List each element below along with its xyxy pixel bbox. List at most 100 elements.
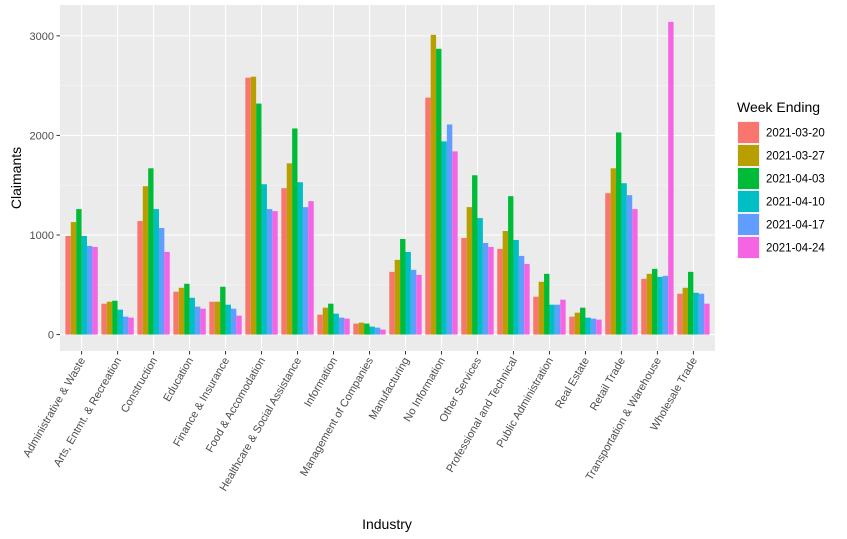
x-tick-label: Arts, Entmt. & Recreation xyxy=(52,356,124,469)
legend-title: Week Ending xyxy=(737,99,820,115)
bar xyxy=(472,175,478,335)
bar xyxy=(508,196,514,335)
bar xyxy=(225,304,231,335)
bar xyxy=(693,292,699,335)
y-tick-label: 0 xyxy=(48,330,54,342)
bar xyxy=(256,103,262,335)
legend-label: 2021-04-03 xyxy=(766,174,825,186)
bar xyxy=(286,163,293,335)
legend-key xyxy=(738,191,759,212)
bar xyxy=(364,323,370,335)
legend-label: 2021-03-27 xyxy=(766,151,825,163)
legend-key xyxy=(738,237,759,258)
bar xyxy=(497,248,503,335)
bar xyxy=(657,276,663,335)
bar xyxy=(394,259,401,335)
bar xyxy=(682,287,689,335)
x-axis-title: Industry xyxy=(362,516,412,532)
bar xyxy=(466,207,473,335)
bar xyxy=(178,287,185,335)
bar xyxy=(106,301,113,335)
legend-key xyxy=(738,122,759,143)
x-tick-label: Management of Companies xyxy=(298,355,376,478)
bar xyxy=(261,184,267,335)
legend-label: 2021-04-10 xyxy=(766,197,825,209)
bar xyxy=(70,222,77,335)
bar xyxy=(122,316,129,335)
bar xyxy=(101,303,107,335)
bar xyxy=(158,228,165,335)
legend-label: 2021-04-24 xyxy=(766,243,825,255)
bar xyxy=(580,307,586,335)
bar xyxy=(569,316,575,335)
bar xyxy=(502,231,509,335)
bar xyxy=(302,207,309,335)
y-axis-title: Claimants xyxy=(8,147,24,209)
bar xyxy=(704,303,710,335)
x-tick-label: Education xyxy=(161,356,196,404)
bar xyxy=(616,132,622,335)
y-tick-label: 2000 xyxy=(30,130,54,142)
bar xyxy=(590,318,597,335)
bar xyxy=(65,235,71,335)
y-tick-label: 1000 xyxy=(30,230,54,242)
bar xyxy=(86,245,93,335)
bar xyxy=(272,211,278,335)
x-tick-label: Professional and Technical xyxy=(444,356,520,475)
legend: Week Ending 2021-03-20 2021-03-27 2021-04-… xyxy=(737,99,825,259)
bar xyxy=(405,251,411,335)
bar xyxy=(560,299,566,335)
bar xyxy=(153,209,159,335)
y-axis: 0 1000 2000 3000 xyxy=(30,31,60,342)
bar xyxy=(416,274,422,335)
bar xyxy=(184,283,190,335)
bars xyxy=(65,21,710,335)
bar xyxy=(585,317,591,335)
y-tick-label: 3000 xyxy=(30,31,54,43)
bar xyxy=(194,306,201,335)
bar xyxy=(374,327,381,335)
bar xyxy=(698,293,705,335)
bar xyxy=(538,281,545,335)
bar xyxy=(189,297,195,335)
bar xyxy=(328,303,334,335)
bar xyxy=(533,296,539,335)
bar xyxy=(641,278,647,335)
legend-key xyxy=(738,214,759,235)
bar xyxy=(574,312,581,335)
bar xyxy=(317,314,323,335)
bar xyxy=(436,48,442,335)
bar xyxy=(544,273,550,335)
bar xyxy=(148,168,154,335)
bar xyxy=(214,301,221,335)
bar xyxy=(596,319,602,335)
bar xyxy=(220,286,226,335)
bar xyxy=(380,329,386,335)
legend-key xyxy=(738,145,759,166)
bar xyxy=(333,313,339,335)
bar xyxy=(446,124,453,335)
bar xyxy=(513,239,519,335)
bar xyxy=(441,141,447,335)
bar xyxy=(425,97,431,335)
bar xyxy=(549,304,555,335)
bar xyxy=(410,269,417,335)
bar xyxy=(344,318,350,335)
bar xyxy=(632,209,638,335)
bar xyxy=(477,218,483,335)
bar xyxy=(488,246,494,335)
bar xyxy=(646,273,653,335)
bar xyxy=(137,221,143,335)
bar xyxy=(281,188,287,335)
x-tick-label: Information xyxy=(302,356,340,410)
bar xyxy=(358,322,365,335)
bar xyxy=(250,76,257,335)
bar xyxy=(142,186,149,335)
bar xyxy=(452,151,458,335)
bar xyxy=(297,182,303,335)
bar xyxy=(677,293,683,335)
bar xyxy=(389,271,395,335)
x-tick-label: Real Estate xyxy=(553,356,592,411)
